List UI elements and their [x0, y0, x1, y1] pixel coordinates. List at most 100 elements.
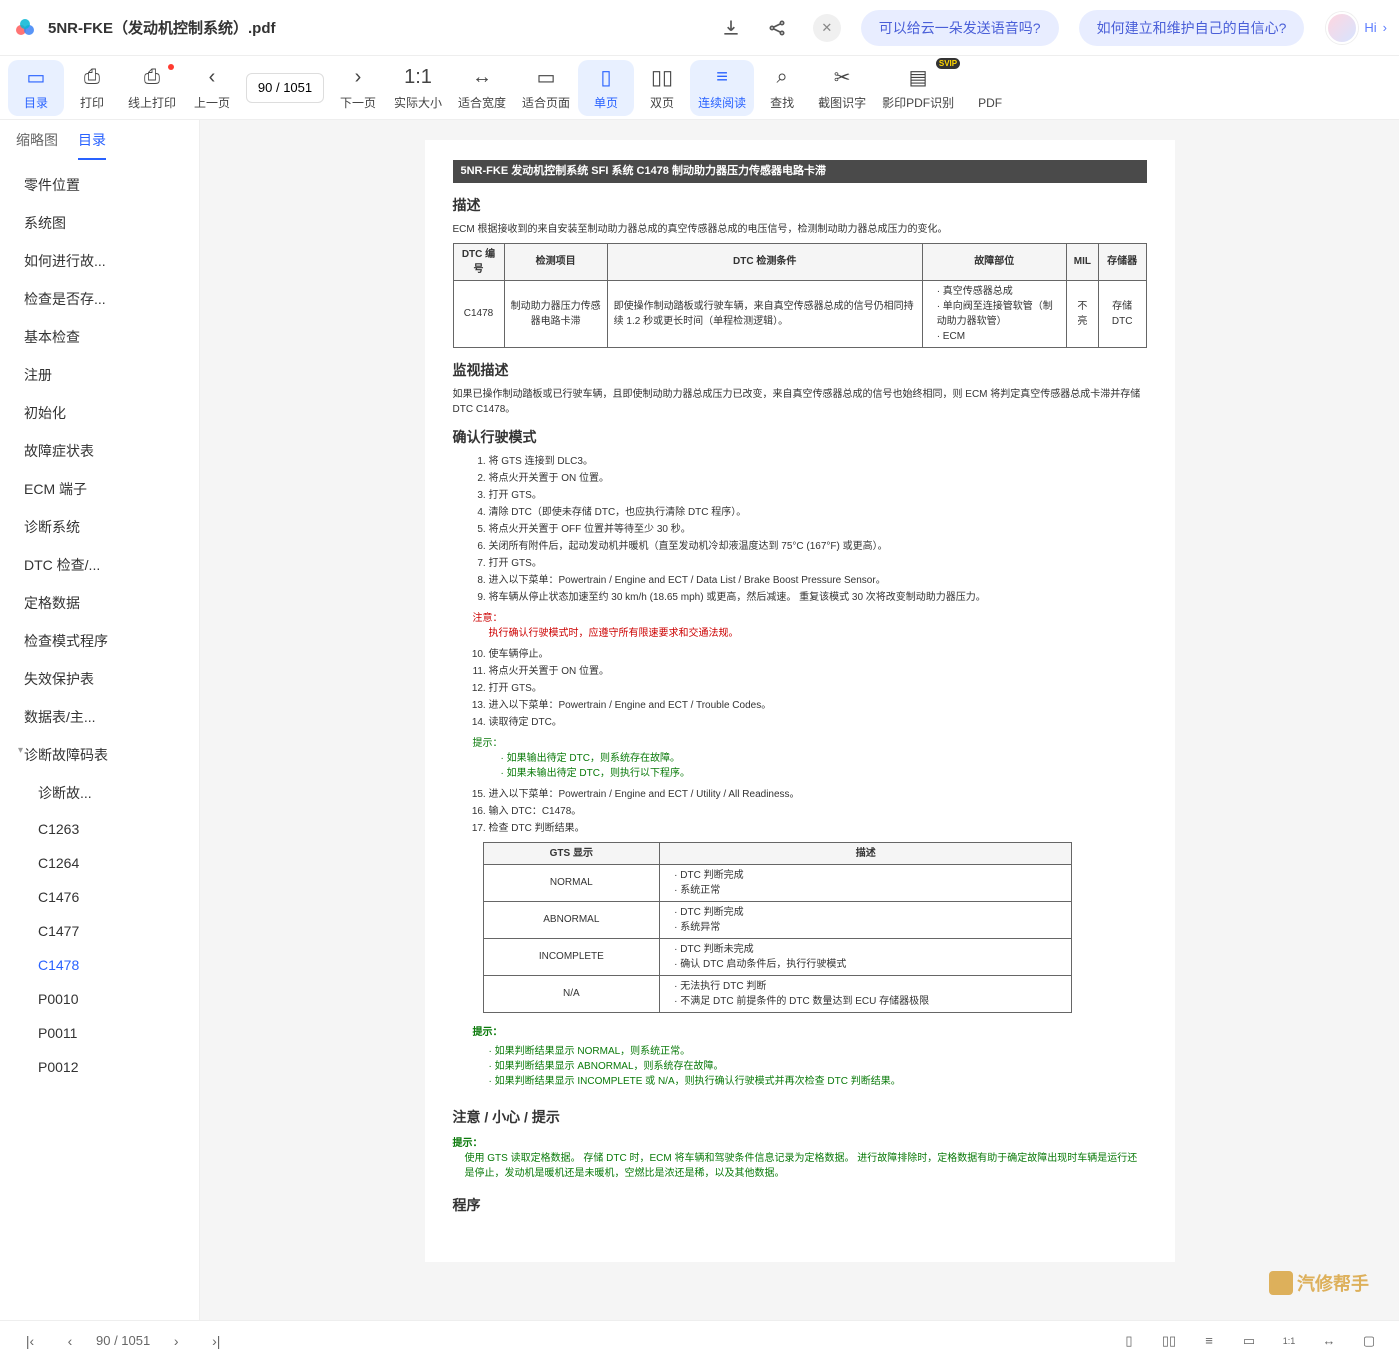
toc-item[interactable]: ECM 端子 — [0, 470, 199, 508]
tab-toc[interactable]: 目录 — [78, 130, 106, 160]
toc-item[interactable]: 数据表/主... — [0, 698, 199, 736]
download-button[interactable] — [713, 10, 749, 46]
suggestion-pill-2[interactable]: 如何建立和维护自己的自信心? — [1079, 10, 1305, 46]
view-actual-icon[interactable]: 1:1 — [1275, 1327, 1303, 1355]
toc-item[interactable]: DTC 检查/... — [0, 546, 199, 584]
filename: 5NR-FKE（发动机控制系统）.pdf — [48, 17, 703, 38]
view-fitp-icon[interactable]: ▢ — [1355, 1327, 1383, 1355]
toc-item[interactable]: 诊断系统 — [0, 508, 199, 546]
double-icon: ▯▯ — [651, 64, 673, 90]
toc-item[interactable]: 失效保护表 — [0, 660, 199, 698]
tool-next[interactable]: ›下一页 — [330, 60, 386, 116]
toc-item[interactable]: 故障症状表 — [0, 432, 199, 470]
watermark: 汽修帮手 — [1269, 1270, 1369, 1296]
tool-pdf[interactable]: PDF — [962, 60, 1018, 116]
table-header: DTC 检测条件 — [607, 243, 922, 280]
table-header: 存储器 — [1098, 243, 1146, 280]
view-fitw-icon[interactable]: ↔ — [1315, 1327, 1343, 1355]
toc-item[interactable]: 检查是否存... — [0, 280, 199, 318]
tool-continuous[interactable]: ≡连续阅读 — [690, 60, 754, 116]
close-suggestion-button[interactable]: ✕ — [813, 14, 841, 42]
tool-toc[interactable]: ▭目录 — [8, 60, 64, 116]
hint-item: 如果未输出待定 DTC，则执行以下程序。 — [501, 766, 1147, 781]
step-item: 清除 DTC（即使未存储 DTC，也应执行清除 DTC 程序）。 — [489, 505, 1147, 520]
toc-item[interactable]: C1477 — [0, 914, 199, 948]
toc-item[interactable]: P0010 — [0, 982, 199, 1016]
toc-item[interactable]: 初始化 — [0, 394, 199, 432]
page-header-bar: 5NR-FKE 发动机控制系统 SFI 系统 C1478 制动助力器压力传感器电… — [453, 160, 1147, 183]
tool-find[interactable]: ⌕查找 — [754, 60, 810, 116]
watermark-text: 汽修帮手 — [1297, 1270, 1369, 1296]
toc-item[interactable]: 定格数据 — [0, 584, 199, 622]
tool-double[interactable]: ▯▯双页 — [634, 60, 690, 116]
toc-item[interactable]: 诊断故... — [0, 774, 199, 812]
step-item: 将点火开关置于 ON 位置。 — [489, 664, 1147, 679]
gts-desc: 无法执行 DTC 判断不满足 DTC 前提条件的 DTC 数量达到 ECU 存储… — [660, 975, 1072, 1012]
next-page-button[interactable]: › — [162, 1327, 190, 1355]
view-facing-icon[interactable]: ▭ — [1235, 1327, 1263, 1355]
hint-item: 如果输出待定 DTC，则系统存在故障。 — [501, 751, 1147, 766]
tool-single[interactable]: ▯单页 — [578, 60, 634, 116]
tab-thumbnails[interactable]: 缩略图 — [16, 130, 58, 160]
step-item: 进入以下菜单：Powertrain / Engine and ECT / Uti… — [489, 787, 1147, 802]
gts-desc: DTC 判断完成系统正常 — [660, 864, 1072, 901]
toc-label: 失效保护表 — [24, 671, 94, 687]
hi-label: Hi — [1364, 20, 1376, 35]
steps-list-2: 使车辆停止。将点火开关置于 ON 位置。打开 GTS。进入以下菜单：Powert… — [453, 647, 1147, 730]
toc-label: 检查模式程序 — [24, 633, 108, 649]
toc-item[interactable]: 注册 — [0, 356, 199, 394]
gts-display: ABNORMAL — [483, 901, 660, 938]
toc-item[interactable]: ▾诊断故障码表 — [0, 736, 199, 774]
assistant-avatar[interactable]: Hi › — [1326, 12, 1387, 44]
toc-item[interactable]: C1263 — [0, 812, 199, 846]
toc-item[interactable]: C1264 — [0, 846, 199, 880]
tool-screenshot[interactable]: ✂截图识字 — [810, 60, 874, 116]
step-item: 进入以下菜单：Powertrain / Engine and ECT / Tro… — [489, 698, 1147, 713]
toc-label: 初始化 — [24, 405, 66, 421]
part-item: 单向阀至连接管软管（制动助力器软管） — [937, 299, 1060, 329]
toc-item[interactable]: C1476 — [0, 880, 199, 914]
toc-item[interactable]: 检查模式程序 — [0, 622, 199, 660]
page-input[interactable] — [246, 73, 324, 103]
view-single-icon[interactable]: ▯ — [1115, 1327, 1143, 1355]
hint-item: 如果判断结果显示 NORMAL，则系统正常。 — [489, 1044, 1147, 1059]
note-red-label: 注意： — [473, 611, 1147, 626]
share-button[interactable] — [759, 10, 795, 46]
view-double-icon[interactable]: ▯▯ — [1155, 1327, 1183, 1355]
toc-item[interactable]: 基本检查 — [0, 318, 199, 356]
actual-icon: 1:1 — [404, 64, 432, 90]
first-page-button[interactable]: |‹ — [16, 1327, 44, 1355]
document-viewport[interactable]: 5NR-FKE 发动机控制系统 SFI 系统 C1478 制动助力器压力传感器电… — [200, 120, 1399, 1320]
toc-item[interactable]: P0012 — [0, 1050, 199, 1084]
gts-desc: DTC 判断未完成确认 DTC 启动条件后，执行行驶模式 — [660, 938, 1072, 975]
prev-page-button[interactable]: ‹ — [56, 1327, 84, 1355]
step-item: 将点火开关置于 OFF 位置并等待至少 30 秒。 — [489, 522, 1147, 537]
tool-online-print[interactable]: ⎙线上打印 — [120, 60, 184, 116]
note-red-text: 执行确认行驶模式时，应遵守所有限速要求和交通法规。 — [489, 626, 1147, 641]
toolbar: ▭目录⎙打印⎙线上打印‹上一页›下一页1:1实际大小↔适合宽度▭适合页面▯单页▯… — [0, 56, 1399, 120]
tool-fitp[interactable]: ▭适合页面 — [514, 60, 578, 116]
expand-icon[interactable]: ▾ — [18, 745, 23, 756]
toc-label: ECM 端子 — [24, 481, 87, 497]
hint-label: 提示： — [473, 738, 503, 749]
toc-item[interactable]: 系统图 — [0, 204, 199, 242]
toc-item[interactable]: P0011 — [0, 1016, 199, 1050]
tool-fitw[interactable]: ↔适合宽度 — [450, 60, 514, 116]
next-label: 下一页 — [340, 94, 376, 111]
toc-item[interactable]: C1478 — [0, 948, 199, 982]
tool-scanpdf[interactable]: ▤影印PDF识别SVIP — [874, 60, 962, 116]
last-page-button[interactable]: ›| — [202, 1327, 230, 1355]
toc-label: 故障症状表 — [24, 443, 94, 459]
toc-item[interactable]: 如何进行故... — [0, 242, 199, 280]
tool-print[interactable]: ⎙打印 — [64, 60, 120, 116]
tool-prev[interactable]: ‹上一页 — [184, 60, 240, 116]
fitp-label: 适合页面 — [522, 94, 570, 111]
caution-text: 使用 GTS 读取定格数据。 存储 DTC 时，ECM 将车辆和驾驶条件信息记录… — [465, 1151, 1147, 1181]
tool-actual[interactable]: 1:1实际大小 — [386, 60, 450, 116]
toc-label: C1264 — [38, 855, 79, 871]
suggestion-pill-1[interactable]: 可以给云一朵发送语音吗? — [861, 10, 1059, 46]
toc-item[interactable]: 零件位置 — [0, 166, 199, 204]
toc-label: P0011 — [38, 1025, 77, 1041]
view-continuous-icon[interactable]: ≡ — [1195, 1327, 1223, 1355]
toc-label: 目录 — [24, 94, 48, 111]
